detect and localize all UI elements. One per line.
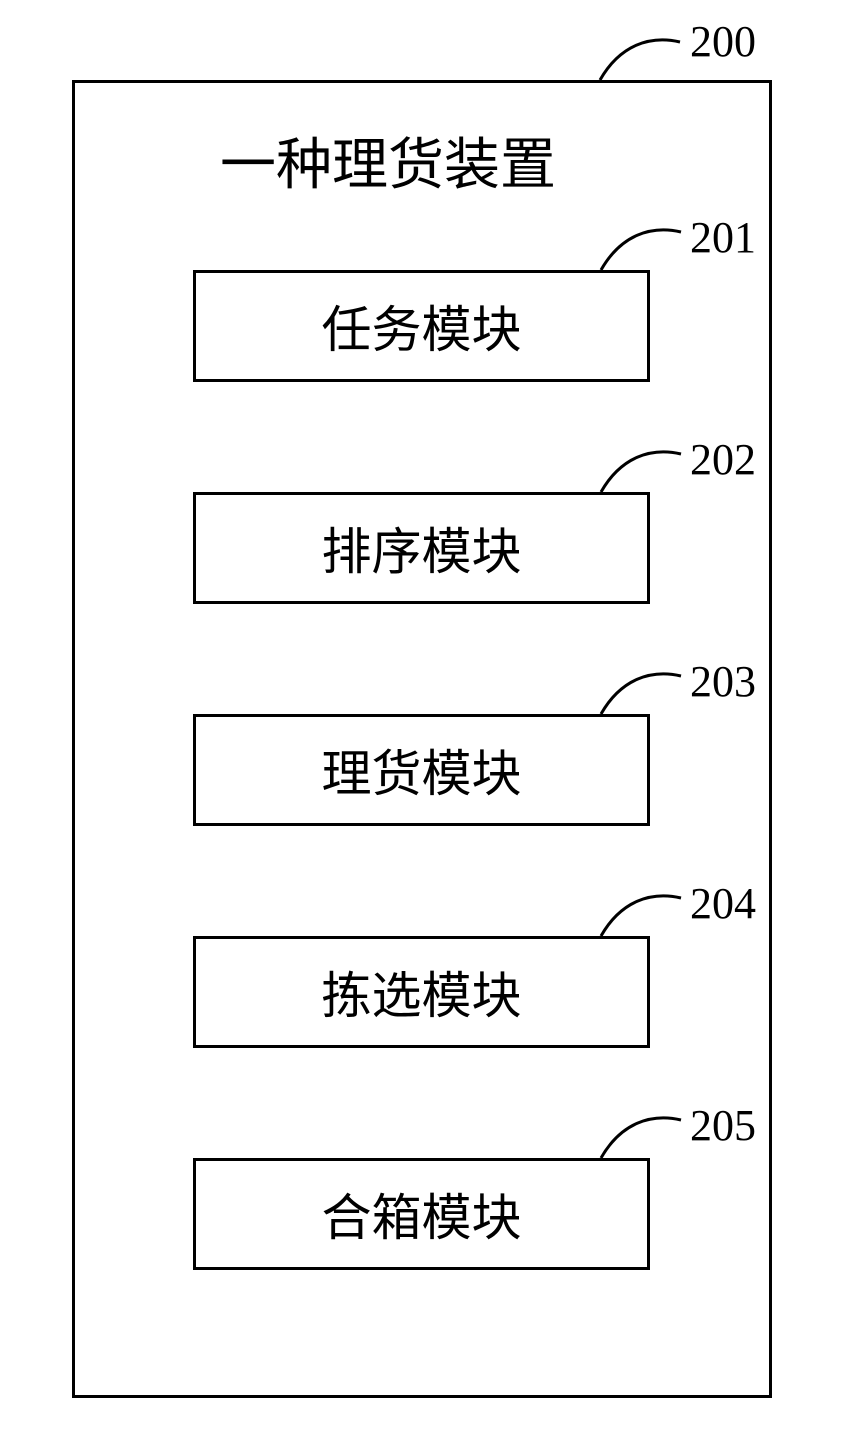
- diagram-canvas: 200 一种理货装置 任务模块201排序模块202理货模块203拣选模块204合…: [0, 0, 846, 1440]
- module-callout-number-5: 205: [690, 1100, 756, 1151]
- module-callout-curve-5: [0, 0, 846, 1440]
